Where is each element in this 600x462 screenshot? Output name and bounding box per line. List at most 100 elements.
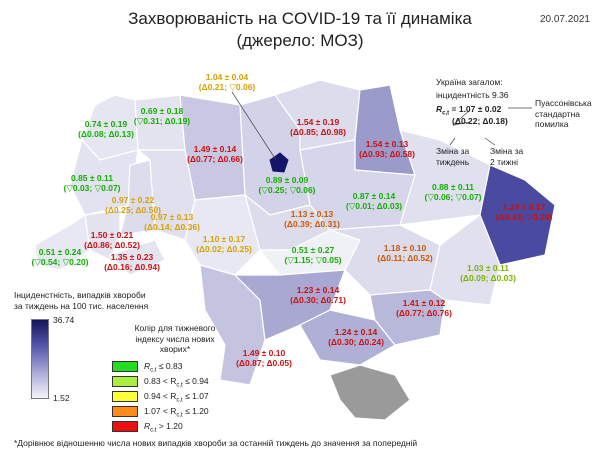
country-rc-value: = 1.07 ± 0.02 bbox=[449, 104, 502, 114]
label-kyiv-city: 1.04 ± 0.04 (Δ0.21; ▽0.06) bbox=[198, 72, 256, 92]
label-kherson: 1.24 ± 0.14 (Δ0.30; Δ0.24) bbox=[328, 327, 384, 347]
change-kirovohrad: (▽1.15; ▽0.05) bbox=[284, 254, 342, 265]
change-kyiv-city: (Δ0.21; ▽0.06) bbox=[198, 81, 256, 92]
label-chernihiv: 1.54 ± 0.19 (Δ0.85; Δ0.98) bbox=[290, 117, 346, 137]
change-poltava: (▽0.01; Δ0.03) bbox=[345, 200, 403, 211]
label-kirovohrad: 0.51 ± 0.27 (▽1.15; ▽0.05) bbox=[284, 245, 342, 265]
value-khmelnytskyi: 0.97 ± 0.13 bbox=[150, 212, 194, 222]
country-rc: Rc,t = 1.07 ± 0.02 bbox=[436, 104, 501, 119]
value-kirovohrad: 0.51 ± 0.27 bbox=[291, 245, 335, 255]
change-volyn: (Δ0.08; Δ0.13) bbox=[78, 128, 134, 139]
value-sumy: 1.54 ± 0.13 bbox=[365, 139, 409, 149]
value-cherkasy: 1.13 ± 0.13 bbox=[290, 209, 334, 219]
poisson-note: Пуассонівська стандартна помилка bbox=[535, 98, 592, 130]
rc-legend-line-2: індексу числа нових хворих* bbox=[135, 333, 215, 355]
rc-legend-swatch bbox=[112, 376, 138, 387]
value-kyiv-oblast: 0.89 ± 0.09 bbox=[265, 175, 309, 185]
change-zhytomyr: (Δ0.77; Δ0.66) bbox=[187, 153, 243, 164]
country-rc-label: R bbox=[436, 104, 443, 114]
country-incidence: інцидентність 9.36 bbox=[436, 90, 509, 100]
label-ivano-frankivsk: 1.50 ± 0.21 (Δ0.86; Δ0.52) bbox=[84, 230, 140, 250]
two-week-change-note: Зміна за 2 тижні bbox=[490, 146, 523, 167]
rc-legend-line-1: Колір для тижневого bbox=[134, 323, 216, 333]
value-chernihiv: 1.54 ± 0.19 bbox=[296, 117, 340, 127]
rc-legend-item: Rc,t ≤ 0.83 bbox=[112, 361, 372, 374]
change-chernihiv: (Δ0.85; Δ0.98) bbox=[290, 126, 346, 137]
incidence-legend-title: Інциденстність, випадків хвороби за тижд… bbox=[14, 290, 148, 311]
title-line-1: Захворюваність на COVID-19 та її динамік… bbox=[128, 9, 472, 28]
change-kyiv-oblast: (▽0.25; ▽0.06) bbox=[258, 184, 316, 195]
change-ivano-frankivsk: (Δ0.86; Δ0.52) bbox=[84, 239, 140, 250]
value-chernivtsi: 1.35 ± 0.23 bbox=[110, 252, 154, 262]
label-volyn: 0.74 ± 0.19 (Δ0.08; Δ0.13) bbox=[78, 119, 134, 139]
poisson-line-1: Пуассонівська bbox=[535, 98, 592, 108]
value-mykolaiv: 1.23 ± 0.14 bbox=[296, 285, 340, 295]
value-kherson: 1.24 ± 0.14 bbox=[334, 327, 378, 337]
change-odesa: (Δ0.87; Δ0.05) bbox=[236, 357, 292, 368]
value-zakarpattia: 0.51 ± 0.24 bbox=[38, 247, 82, 257]
poisson-line-2: стандартна bbox=[535, 108, 581, 119]
change-kharkiv: (▽0.06; ▽0.07) bbox=[424, 191, 482, 202]
region-ternopil bbox=[119, 159, 156, 236]
label-cherkasy: 1.13 ± 0.13 (Δ0.39; Δ0.31) bbox=[284, 209, 340, 229]
change-ternopil: (Δ0.25; Δ0.50) bbox=[105, 204, 161, 215]
rc-legend-text: Rc,t > 1.20 bbox=[144, 421, 183, 434]
rc-legend-swatch bbox=[112, 421, 138, 432]
rc-legend-item: 1.07 < Rc,t ≤ 1.20 bbox=[112, 406, 372, 419]
region-ivano-frankivsk bbox=[84, 209, 121, 261]
value-ivano-frankivsk: 1.50 ± 0.21 bbox=[90, 230, 134, 240]
country-rc-sub: c,t bbox=[442, 110, 450, 117]
rc-legend-swatch bbox=[112, 361, 138, 372]
incidence-legend-line-2: за тиждень на 100 тис. населення bbox=[14, 300, 149, 311]
pointer-line-rc-2 bbox=[452, 121, 471, 126]
change-sumy: (Δ0.93; Δ0.58) bbox=[359, 148, 415, 159]
change-rivne: (▽0.31; Δ0.19) bbox=[133, 115, 191, 126]
value-donetsk: 1.03 ± 0.11 bbox=[466, 263, 509, 273]
report-date: 20.07.2021 bbox=[539, 14, 590, 25]
label-rivne: 0.69 ± 0.18 (▽0.31; Δ0.19) bbox=[133, 106, 191, 126]
change-luhansk: (Δ0.43; ▽0.29) bbox=[495, 211, 553, 222]
label-zhytomyr: 1.49 ± 0.14 (Δ0.77; Δ0.66) bbox=[187, 144, 243, 164]
value-zhytomyr: 1.49 ± 0.14 bbox=[193, 144, 237, 154]
rc-legend-swatch bbox=[112, 406, 138, 417]
rc-legend-text: 0.83 < Rc,t ≤ 0.94 bbox=[144, 376, 209, 389]
map-title: Захворюваність на COVID-19 та її динамік… bbox=[0, 8, 600, 52]
value-poltava: 0.87 ± 0.14 bbox=[352, 191, 396, 201]
region-sumy bbox=[354, 84, 416, 176]
value-rivne: 0.69 ± 0.18 bbox=[140, 106, 184, 116]
label-zaporizhzhia: 1.41 ± 0.12 (Δ0.77; Δ0.76) bbox=[396, 298, 452, 318]
value-zaporizhzhia: 1.41 ± 0.12 bbox=[402, 298, 446, 308]
value-luhansk: 1.29 ± 0.17 bbox=[502, 202, 546, 212]
label-ternopil: 0.97 ± 0.22 (Δ0.25; Δ0.50) bbox=[105, 195, 161, 215]
change-cherkasy: (Δ0.39; Δ0.31) bbox=[284, 218, 340, 229]
week-change-note: Зміна за тиждень bbox=[436, 146, 469, 167]
pointer-line-two-week bbox=[484, 137, 496, 146]
region-kherson bbox=[299, 309, 396, 366]
change-chernivtsi: (Δ0.16; Δ0.94) bbox=[104, 261, 160, 272]
rc-legend-item: 0.83 < Rc,t ≤ 0.94 bbox=[112, 376, 372, 389]
change-dnipropetrovsk: (Δ0.11; Δ0.52) bbox=[377, 252, 433, 263]
two-week-change-line-1: Зміна за bbox=[490, 146, 524, 156]
rc-legend-title: Колір для тижневого індексу числа нових … bbox=[120, 323, 230, 355]
label-vinnytsia: 1.10 ± 0.17 (Δ0.02; Δ0.25) bbox=[196, 234, 252, 254]
pointer-line-kyiv-city bbox=[231, 91, 277, 161]
crimea bbox=[329, 364, 411, 421]
change-mykolaiv: (Δ0.30; Δ0.71) bbox=[290, 294, 346, 305]
value-kyiv-city: 1.04 ± 0.04 bbox=[205, 72, 249, 82]
rc-legend-text: 1.07 < Rc,t ≤ 1.20 bbox=[144, 406, 209, 419]
country-rc-changes: (Δ0.22; Δ0.18) bbox=[452, 116, 508, 126]
change-zaporizhzhia: (Δ0.77; Δ0.76) bbox=[396, 307, 452, 318]
change-lviv: (▽0.03; ▽0.07) bbox=[63, 182, 121, 193]
rc-legend-text: 0.94 < Rc,t ≤ 1.07 bbox=[144, 391, 209, 404]
scale-max-label: 36.74 bbox=[53, 315, 75, 325]
change-kherson: (Δ0.30; Δ0.24) bbox=[328, 336, 384, 347]
country-heading: Україна загалом: bbox=[436, 77, 503, 87]
label-khmelnytskyi: 0.97 ± 0.13 (Δ0.14; Δ0.36) bbox=[144, 212, 200, 232]
label-chernivtsi: 1.35 ± 0.23 (Δ0.16; Δ0.94) bbox=[104, 252, 160, 272]
label-lviv: 0.85 ± 0.11 (▽0.03; ▽0.07) bbox=[63, 173, 121, 193]
value-odesa: 1.49 ± 0.10 bbox=[242, 348, 286, 358]
value-ternopil: 0.97 ± 0.22 bbox=[111, 195, 155, 205]
change-donetsk: (Δ0.09; Δ0.03) bbox=[460, 272, 516, 283]
rc-legend-text: Rc,t ≤ 0.83 bbox=[144, 361, 183, 374]
change-vinnytsia: (Δ0.02; Δ0.25) bbox=[196, 243, 252, 254]
